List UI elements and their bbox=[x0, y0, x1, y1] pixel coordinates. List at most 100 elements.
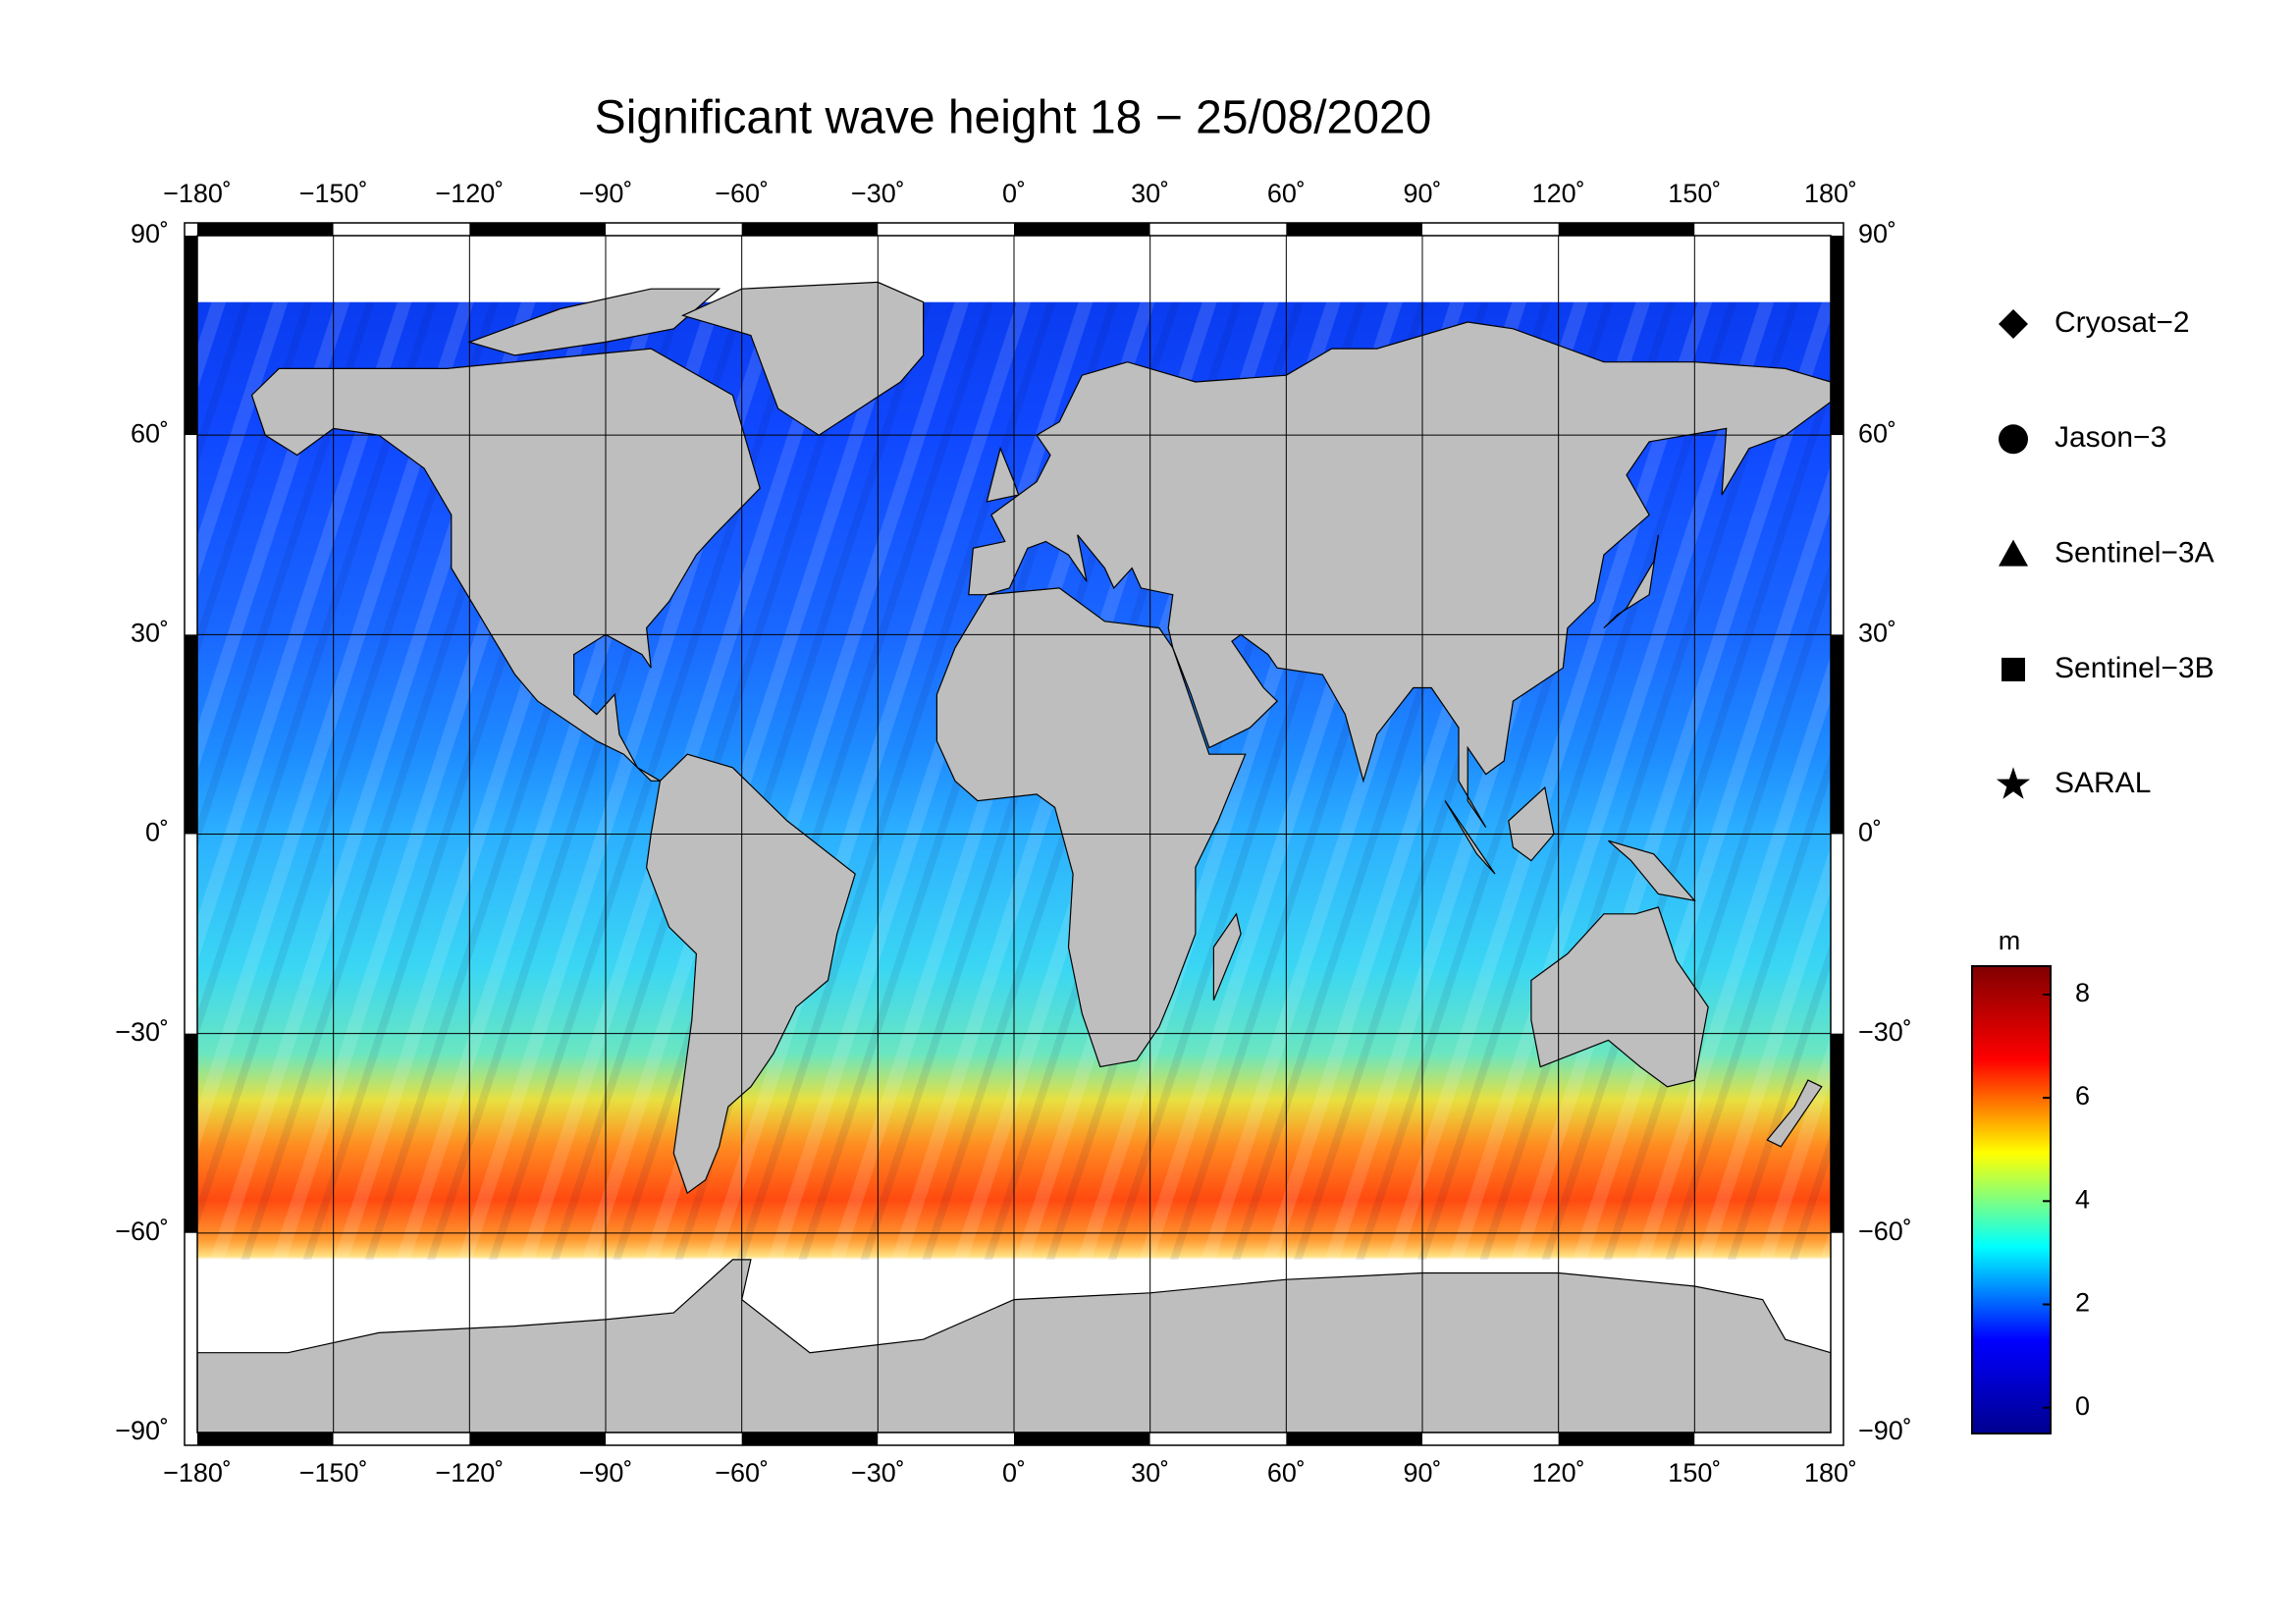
x-tick-label: −120˚ bbox=[435, 1458, 504, 1488]
y-tick-label: 60˚ bbox=[1858, 418, 1896, 448]
frame-segment bbox=[1831, 1033, 1843, 1233]
y-tick-label: −90˚ bbox=[115, 1416, 169, 1445]
legend-marker bbox=[1999, 309, 2028, 339]
y-tick-label: 60˚ bbox=[131, 418, 169, 448]
y-tick-label: 0˚ bbox=[145, 818, 169, 847]
x-tick-label: 90˚ bbox=[1403, 179, 1441, 208]
frame-segment bbox=[197, 1433, 334, 1445]
x-tick-label: 150˚ bbox=[1668, 1458, 1721, 1488]
frame-segment bbox=[1694, 1433, 1831, 1445]
frame-segment bbox=[1831, 1232, 1843, 1433]
x-tick-label: −180˚ bbox=[163, 179, 232, 208]
legend-marker bbox=[2002, 657, 2025, 681]
land bbox=[1766, 1079, 1823, 1148]
colorbar-tick-label: 4 bbox=[2075, 1184, 2090, 1214]
frame-segment bbox=[1831, 634, 1843, 835]
x-tick-label: −90˚ bbox=[579, 1458, 633, 1488]
y-tick-label: 0˚ bbox=[1858, 818, 1882, 847]
x-tick-label: −120˚ bbox=[435, 179, 504, 208]
frame-segment bbox=[606, 223, 742, 236]
y-tick-label: 90˚ bbox=[1858, 219, 1896, 248]
colorbar-tick-label: 8 bbox=[2075, 978, 2090, 1007]
y-tick-label: 30˚ bbox=[131, 618, 169, 647]
x-tick-label: −150˚ bbox=[299, 179, 368, 208]
colorbar-tick-label: 2 bbox=[2075, 1288, 2090, 1318]
x-tick-label: −90˚ bbox=[579, 179, 633, 208]
y-tick-label: −30˚ bbox=[1858, 1017, 1912, 1047]
x-tick-label: 150˚ bbox=[1668, 179, 1721, 208]
frame-inner bbox=[196, 235, 1832, 1434]
frame-segment bbox=[185, 634, 197, 835]
frame-segment bbox=[185, 834, 197, 1034]
x-tick-label: 0˚ bbox=[1002, 1458, 1026, 1488]
x-tick-label: 120˚ bbox=[1532, 179, 1585, 208]
x-tick-label: −180˚ bbox=[163, 1458, 232, 1488]
legend-label: Sentinel−3A bbox=[2055, 537, 2215, 569]
x-tick-label: 60˚ bbox=[1267, 179, 1306, 208]
frame-segment bbox=[1831, 435, 1843, 635]
legend-marker bbox=[1999, 424, 2028, 455]
frame-segment bbox=[741, 223, 879, 236]
frame-segment bbox=[741, 1433, 879, 1445]
frame-segment bbox=[333, 223, 470, 236]
x-tick-label: −30˚ bbox=[851, 179, 905, 208]
x-tick-label: −30˚ bbox=[851, 1458, 905, 1488]
frame-segment bbox=[1831, 236, 1843, 436]
frame-segment bbox=[1558, 223, 1695, 236]
x-tick-label: −60˚ bbox=[715, 179, 769, 208]
y-tick-label: 30˚ bbox=[1858, 618, 1896, 647]
land bbox=[680, 281, 925, 436]
frame-segment bbox=[1422, 1433, 1559, 1445]
legend-label: Sentinel−3B bbox=[2055, 652, 2215, 684]
colorbar-tick-label: 0 bbox=[2075, 1391, 2090, 1421]
x-tick-label: 0˚ bbox=[1002, 179, 1026, 208]
land bbox=[1608, 839, 1696, 902]
x-tick-label: 30˚ bbox=[1131, 1458, 1169, 1488]
frame-segment bbox=[878, 1433, 1014, 1445]
land bbox=[1508, 785, 1555, 862]
y-tick-label: −90˚ bbox=[1858, 1416, 1912, 1445]
frame-segment bbox=[606, 1433, 742, 1445]
frame-segment bbox=[469, 223, 606, 236]
legend-marker bbox=[1996, 767, 2031, 799]
frame-segment bbox=[333, 1433, 470, 1445]
x-tick-label: 30˚ bbox=[1131, 179, 1169, 208]
map-title: Significant wave height 18 − 25/08/2020 bbox=[595, 92, 1432, 144]
y-tick-label: −60˚ bbox=[1858, 1217, 1912, 1246]
frame-segment bbox=[1694, 223, 1831, 236]
frame-segment bbox=[185, 1033, 197, 1233]
x-tick-label: 90˚ bbox=[1403, 1458, 1441, 1488]
frame-segment bbox=[185, 236, 197, 436]
legend-label: Jason−3 bbox=[2055, 421, 2166, 454]
frame-segment bbox=[1286, 223, 1422, 236]
land bbox=[1603, 534, 1659, 629]
frame-segment bbox=[185, 435, 197, 635]
land bbox=[1212, 912, 1242, 1001]
x-tick-label: 120˚ bbox=[1532, 1458, 1585, 1488]
frame-segment bbox=[1014, 1433, 1150, 1445]
land bbox=[1444, 800, 1496, 875]
legend-marker bbox=[1999, 539, 2028, 567]
frame-segment bbox=[197, 223, 334, 236]
legend-label: Cryosat−2 bbox=[2055, 306, 2190, 339]
x-tick-label: 180˚ bbox=[1804, 1458, 1857, 1488]
frame-segment bbox=[1831, 834, 1843, 1034]
frame-segment bbox=[1149, 223, 1287, 236]
land bbox=[968, 321, 1832, 829]
frame-segment bbox=[1558, 1433, 1695, 1445]
colorbar-label: m bbox=[1999, 926, 2021, 955]
y-tick-label: −30˚ bbox=[115, 1017, 169, 1047]
x-tick-label: −150˚ bbox=[299, 1458, 368, 1488]
frame-segment bbox=[1014, 223, 1150, 236]
frame-segment bbox=[1149, 1433, 1287, 1445]
y-tick-label: 90˚ bbox=[131, 219, 169, 248]
frame-outer bbox=[184, 222, 1844, 1446]
frame-segment bbox=[185, 1232, 197, 1433]
x-tick-label: 180˚ bbox=[1804, 179, 1857, 208]
land bbox=[1530, 906, 1709, 1088]
legend-label: SARAL bbox=[2055, 767, 2151, 799]
colorbar-tick-label: 6 bbox=[2075, 1081, 2090, 1110]
frame-segment bbox=[1422, 223, 1559, 236]
